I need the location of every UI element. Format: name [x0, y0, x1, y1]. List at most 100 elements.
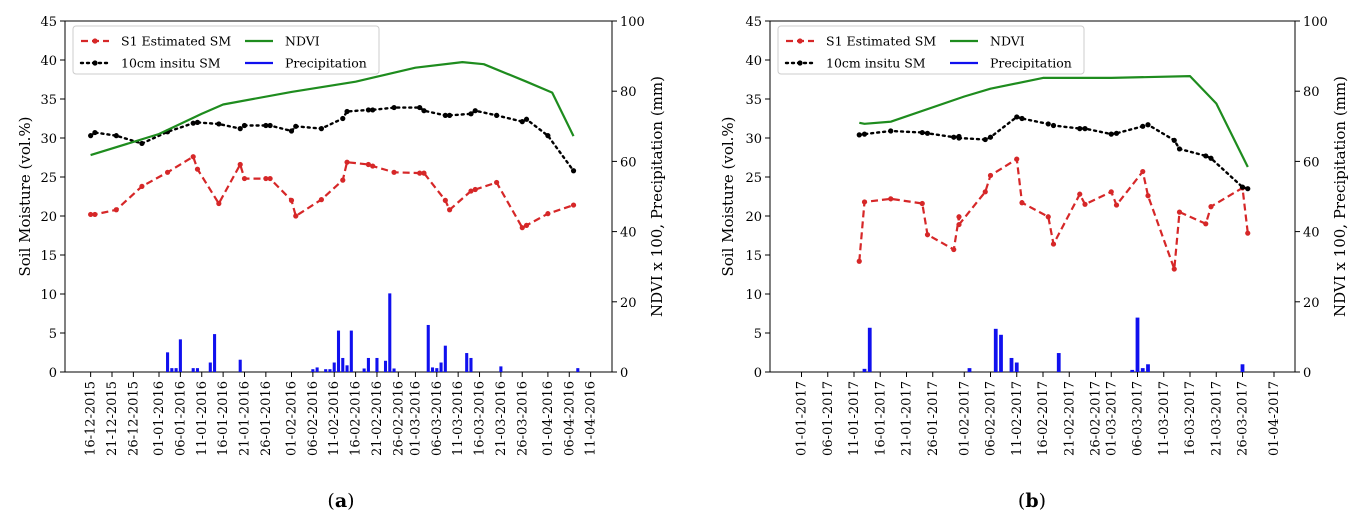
ndvi-line [859, 74, 1249, 168]
x-tick-label: 01-04-2016 [541, 381, 556, 456]
insitu-point [1176, 146, 1183, 152]
precipitation-bar [388, 293, 392, 372]
x-tick-label: 21-02-2017 [1062, 381, 1077, 456]
precipitation-bar [345, 365, 349, 372]
s1-point [987, 172, 994, 179]
insitu-point [951, 134, 957, 140]
x-tick-label: 01-02-2016 [284, 381, 299, 456]
s1-point [1077, 191, 1083, 197]
legend-box [777, 25, 1085, 75]
precipitation-bar [469, 357, 473, 372]
precipitation-bar [426, 324, 430, 372]
insitu-point [241, 122, 248, 129]
s1-point [523, 222, 530, 228]
legend-label-precip: Precipitation [285, 56, 367, 71]
legend-label-precip: Precipitation [990, 56, 1072, 71]
s1-point [421, 170, 427, 176]
x-tick-label: 06-02-2016 [306, 381, 321, 456]
legend-box [72, 25, 380, 75]
precipitation-bar [178, 339, 182, 372]
legend-label-s1: S1 Estimated SM [121, 34, 231, 49]
legend-label-ndvi: NDVI [285, 34, 320, 49]
insitu-point [190, 120, 196, 126]
insitu-point [888, 128, 894, 134]
s1-point [1208, 204, 1214, 210]
x-tick-label: 06-03-2016 [430, 381, 445, 456]
y-left-tick-label: 40 [745, 54, 762, 69]
y-left-tick-label: 0 [49, 366, 57, 381]
x-tick-label: 26-01-2016 [259, 381, 274, 456]
insitu-point [237, 126, 243, 132]
y-left-tick-label: 30 [40, 132, 57, 147]
insitu-point [318, 126, 325, 132]
y-right-tick-label: 0 [620, 366, 628, 381]
s1-point [340, 177, 346, 183]
x-tick-label: 06-04-2016 [562, 381, 577, 456]
x-tick-label: 16-02-2017 [1036, 381, 1051, 456]
precipitation-bar [166, 352, 170, 372]
s1-point [164, 169, 171, 175]
s1-point [856, 258, 862, 264]
x-tick-label: 26-03-2017 [1236, 381, 1251, 456]
s1-point [88, 211, 94, 218]
x-tick-label: 01-03-2016 [408, 381, 423, 456]
insitu-point [421, 108, 427, 114]
s1-point [447, 207, 453, 213]
y-right-tick-label: 80 [620, 85, 637, 100]
s1-point [1203, 221, 1209, 227]
precipitation-bar [383, 360, 388, 372]
y-left-tick-label: 35 [40, 93, 57, 108]
s1-point [442, 197, 448, 203]
s1-point [263, 175, 269, 182]
precipitation-bar [1014, 362, 1019, 372]
y-left-tick-label: 15 [40, 249, 57, 264]
y-left-tick-label: 5 [754, 327, 762, 342]
x-tick-label: 11-01-2016 [195, 381, 210, 456]
ndvi-line [90, 60, 575, 157]
insitu-point [442, 112, 448, 118]
precipitation-bar [332, 362, 336, 372]
x-tick-label: 01-01-2016 [152, 381, 167, 456]
precipitation-bar [1240, 364, 1245, 372]
insitu-point [1140, 123, 1146, 129]
insitu-point [293, 123, 299, 129]
insitu-point [344, 108, 350, 115]
s1-point [1082, 201, 1088, 207]
s1-point [861, 199, 868, 205]
x-tick-label: 16-01-2016 [216, 381, 231, 456]
precipitation-bar [366, 357, 370, 372]
insitu-point [417, 104, 423, 111]
insitu-point [194, 119, 201, 125]
s1-point [1045, 214, 1051, 220]
precipitation-bar [349, 330, 353, 372]
s1-point [545, 211, 551, 217]
precipitation-bar [375, 357, 379, 372]
y-left-tick-label: 20 [40, 210, 57, 225]
y-left-tick-label: 45 [745, 15, 762, 30]
legend-marker-s1 [92, 38, 98, 44]
y-right-tick-label: 40 [620, 226, 637, 241]
insitu-point [1113, 130, 1120, 136]
legend-label-insitu: 10cm insitu SM [121, 56, 221, 71]
x-tick-label: 16-03-2016 [473, 381, 488, 456]
precipitation-bar [1130, 369, 1135, 372]
insitu-point [472, 108, 478, 114]
precipitation-bar [324, 369, 328, 372]
insitu-point [924, 130, 931, 136]
s1-point [417, 170, 423, 176]
chart-panel-b: 0 5 10 15 20 25 30 35 40 45 0 20 40 60 80 100 01-01-2017… [719, 15, 1349, 512]
insitu-point [545, 133, 551, 139]
s1-point [924, 232, 931, 238]
y-left-tick-label: 40 [40, 54, 57, 69]
insitu-point [391, 104, 397, 111]
insitu-point [1077, 126, 1083, 132]
s1-point [318, 197, 325, 203]
insitu-point [1245, 186, 1251, 192]
x-tick-label: 26-12-2015 [126, 381, 141, 456]
insitu-point [1171, 137, 1177, 143]
y-left-tick-label: 45 [40, 15, 57, 30]
x-tick-label: 11-03-2016 [451, 381, 466, 456]
insitu-point [570, 168, 577, 174]
x-tick-label: 01-03-2017 [1104, 381, 1119, 456]
y-left-tick-label: 20 [745, 210, 762, 225]
